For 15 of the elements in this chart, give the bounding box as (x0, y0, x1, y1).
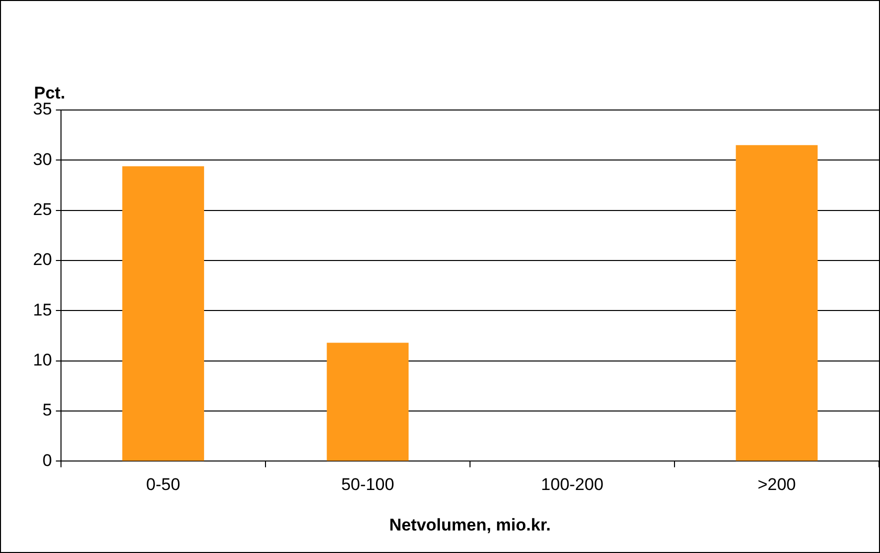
y-tick-label: 10 (32, 350, 52, 370)
y-tick-label: 0 (42, 450, 52, 470)
y-tick-label: 30 (32, 150, 52, 169)
y-tick-label: 20 (32, 250, 52, 270)
x-tick-label: 50-100 (341, 475, 394, 494)
bar (122, 166, 204, 461)
y-tick-label: 5 (42, 400, 52, 420)
bar (326, 342, 409, 461)
x-tick-label: 0-50 (146, 475, 180, 494)
bar (736, 145, 818, 461)
y-tick-label: 25 (32, 200, 52, 220)
x-tick-label: >200 (758, 475, 796, 494)
x-axis-title: Netvolumen, mio.kr. (389, 515, 551, 534)
x-tick-label: 100-200 (541, 475, 604, 494)
y-tick-label: 15 (32, 300, 52, 320)
